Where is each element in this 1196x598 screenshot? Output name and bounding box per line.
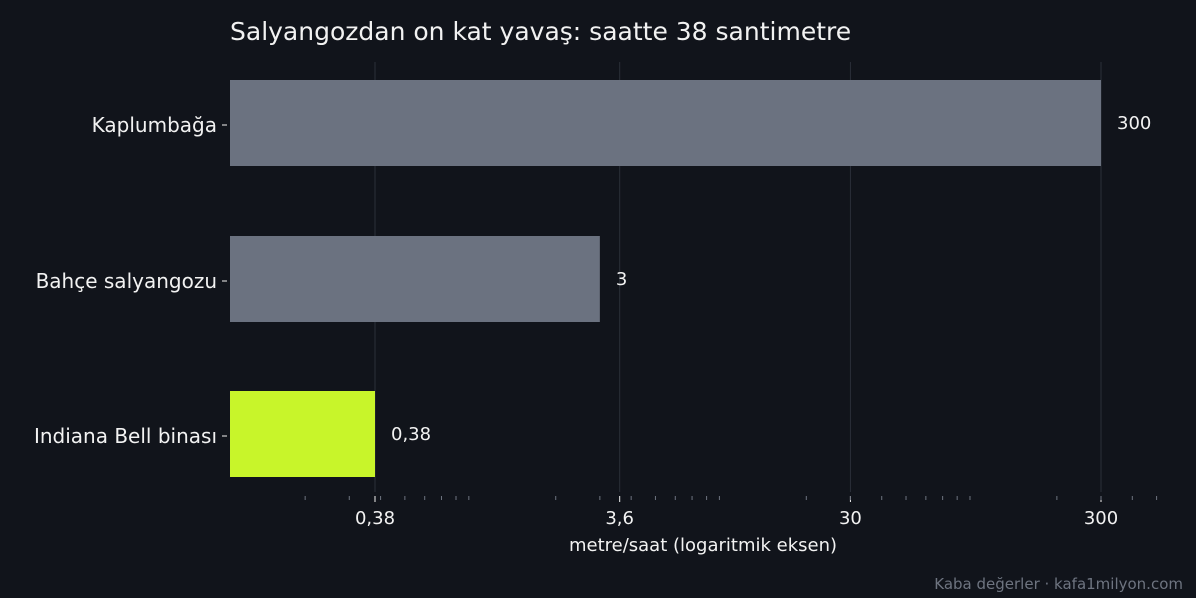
category-label: Bahçe salyangozu <box>36 269 217 293</box>
category-label: Kaplumbağa <box>92 113 217 137</box>
labels: Kaplumbağa 300 Bahçe salyangozu 3 Indiana Be… <box>34 113 1151 448</box>
x-tick-label: 3,6 <box>605 508 634 529</box>
value-label: 0,38 <box>391 424 431 445</box>
footer-note: Kaba değerler · kafa1milyon.com <box>934 575 1183 593</box>
bars <box>230 80 1101 477</box>
x-axis-title: metre/saat (logaritmik eksen) <box>569 535 837 556</box>
x-axis: 0,38 3,6 30 300 <box>222 124 1158 529</box>
bar <box>230 236 600 322</box>
value-label: 3 <box>616 269 627 290</box>
x-tick-label: 0,38 <box>355 508 395 529</box>
bar <box>230 80 1101 166</box>
bar <box>230 391 375 477</box>
value-label: 300 <box>1117 113 1151 134</box>
x-tick-label: 30 <box>839 508 862 529</box>
x-tick-label: 300 <box>1084 508 1118 529</box>
chart-title: Salyangozdan on kat yavaş: saatte 38 san… <box>230 17 851 46</box>
category-label: Indiana Bell binası <box>34 424 217 448</box>
